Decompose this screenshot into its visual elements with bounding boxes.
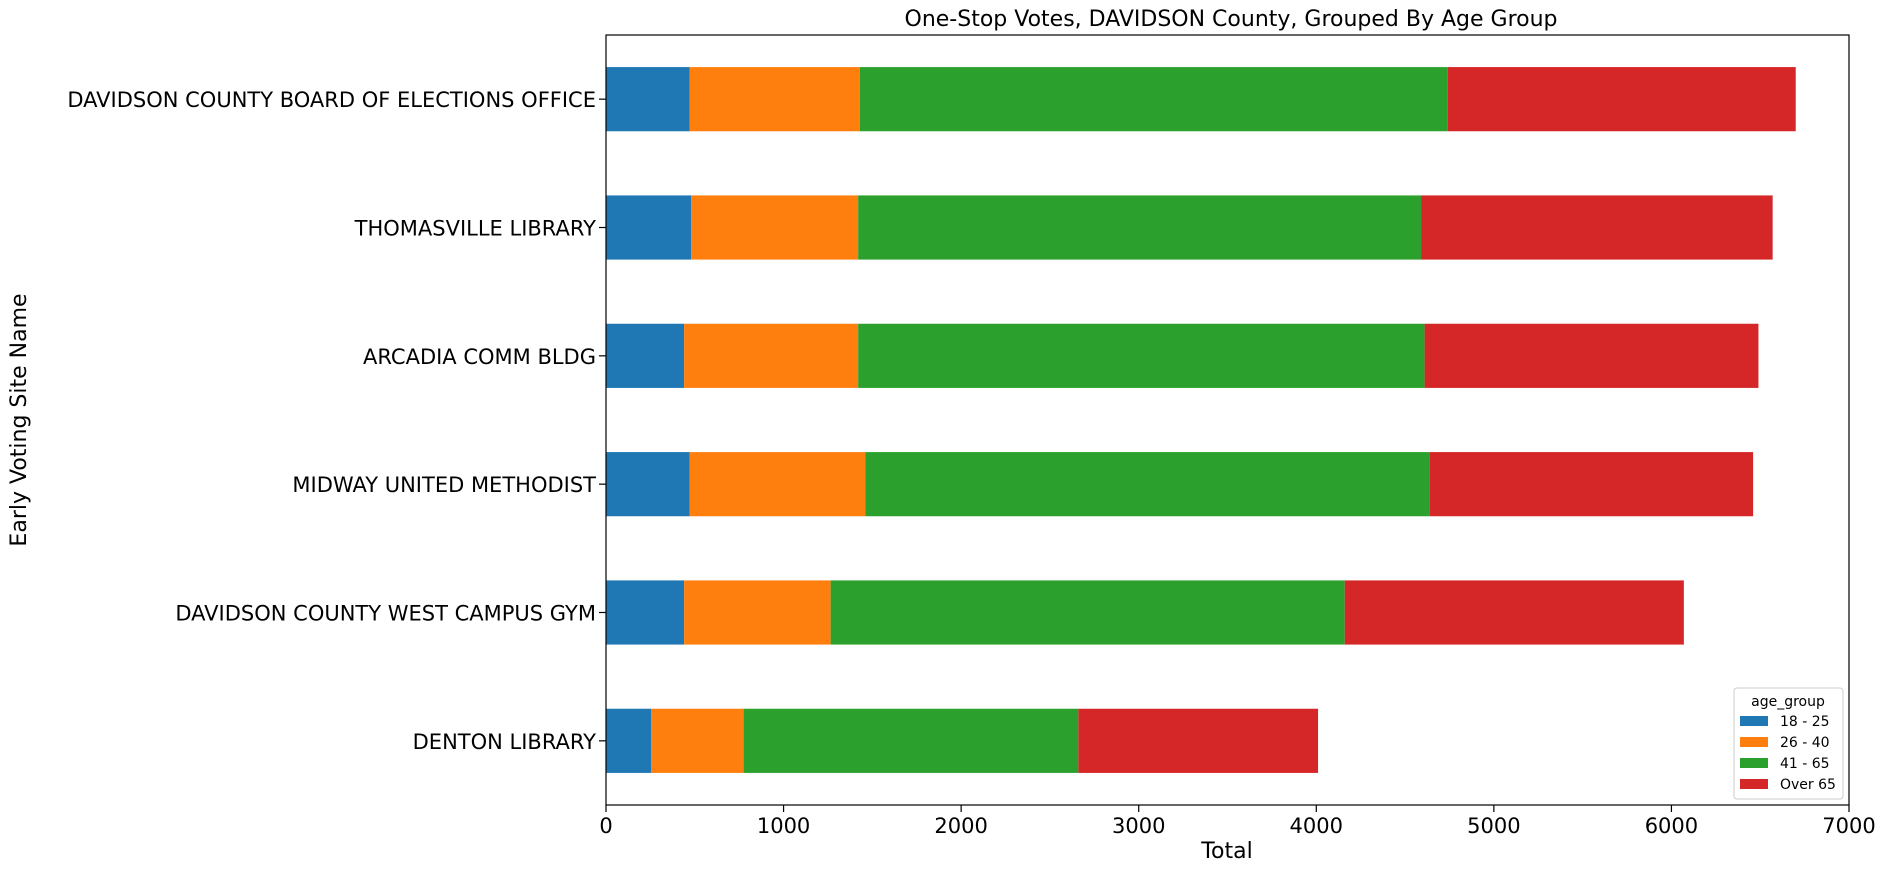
- bar-segment: [1344, 580, 1684, 645]
- legend-label: Over 65: [1780, 777, 1836, 793]
- legend-items: 18 - 25 26 - 40 41 - 65 Over 65: [1740, 714, 1836, 793]
- bars-layer: [606, 67, 1796, 773]
- bar-segment: [1078, 708, 1319, 773]
- y-axis-label: Early Voting Site Name: [7, 293, 32, 546]
- legend-swatch: [1740, 779, 1768, 789]
- y-tick-label: MIDWAY UNITED METHODIST: [292, 473, 596, 497]
- bar-segment: [858, 323, 1425, 388]
- bar-segment: [859, 67, 1448, 132]
- y-tick-label: ARCADIA COMM BLDG: [363, 345, 596, 369]
- legend: age_group 18 - 25 26 - 40 41 - 65 Over 65: [1733, 687, 1844, 800]
- bar-segment: [606, 708, 652, 773]
- bar-segment: [606, 67, 690, 132]
- bar-segment: [684, 323, 859, 388]
- x-tick-label: 6000: [1645, 814, 1698, 838]
- y-tick-label: DAVIDSON COUNTY WEST CAMPUS GYM: [175, 602, 596, 626]
- legend-label: 18 - 25: [1780, 714, 1830, 730]
- bar-segment: [689, 452, 866, 517]
- bar-segment: [1429, 452, 1754, 517]
- bar-segment: [691, 195, 859, 260]
- legend-swatch: [1740, 737, 1768, 747]
- x-axis-label: Total: [1200, 839, 1252, 864]
- bar-segment: [743, 708, 1079, 773]
- bar-segment: [651, 708, 744, 773]
- bar-segment: [1421, 195, 1773, 260]
- y-tick-label: THOMASVILLE LIBRARY: [354, 217, 597, 241]
- bar-segment: [865, 452, 1430, 517]
- x-tick-label: 7000: [1822, 814, 1875, 838]
- x-tick-label: 4000: [1290, 814, 1343, 838]
- legend-label: 41 - 65: [1780, 756, 1830, 772]
- bar-segment: [684, 580, 831, 645]
- bar-segment: [606, 195, 692, 260]
- x-tick-label: 1000: [757, 814, 810, 838]
- bar-segment: [606, 580, 685, 645]
- chart-title: One-Stop Votes, DAVIDSON County, Grouped…: [905, 7, 1558, 32]
- y-tick-label: DAVIDSON COUNTY BOARD OF ELECTIONS OFFIC…: [67, 88, 596, 112]
- bar-segment: [606, 323, 685, 388]
- y-tick-label: DENTON LIBRARY: [413, 730, 597, 754]
- x-tick-label: 3000: [1112, 814, 1165, 838]
- bar-segment: [858, 195, 1422, 260]
- legend-swatch: [1740, 716, 1768, 726]
- bar-segment: [1447, 67, 1796, 132]
- legend-swatch: [1740, 758, 1768, 768]
- bar-segment: [830, 580, 1345, 645]
- x-tick-label: 2000: [934, 814, 987, 838]
- legend-title: age_group: [1751, 694, 1825, 710]
- bar-segment: [1424, 323, 1759, 388]
- bar-segment: [606, 452, 690, 517]
- x-tick-label: 5000: [1467, 814, 1520, 838]
- y-axis: DAVIDSON COUNTY BOARD OF ELECTIONS OFFIC…: [67, 88, 606, 754]
- legend-box: [1733, 687, 1844, 800]
- bar-segment: [689, 67, 860, 132]
- x-tick-label: 0: [599, 814, 612, 838]
- legend-label: 26 - 40: [1780, 735, 1830, 751]
- plot-area-frame: [605, 34, 1850, 806]
- x-axis: 0 1000 2000 3000 4000 5000 6000 7000: [599, 805, 1876, 838]
